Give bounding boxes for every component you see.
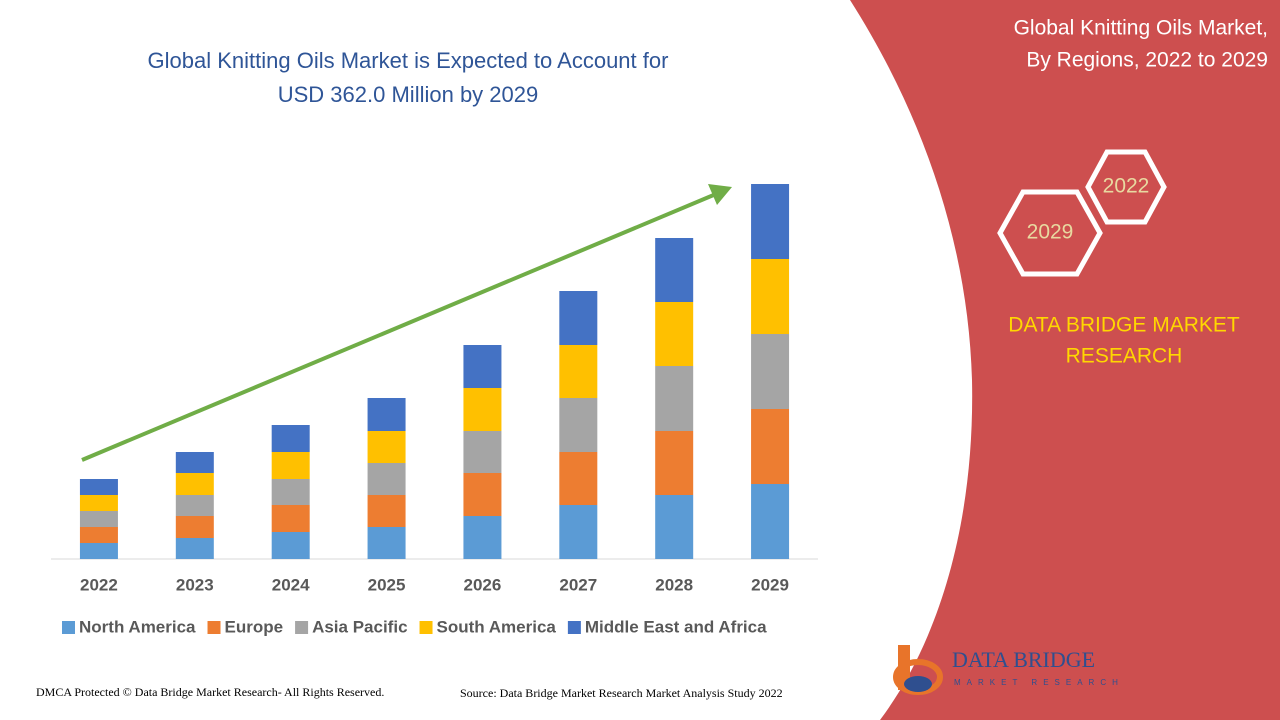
bar-segment	[751, 184, 790, 259]
bar-segment	[79, 527, 118, 543]
bar-segment	[367, 527, 406, 559]
trend-arrow	[81, 192, 717, 462]
bar-segment	[751, 484, 790, 559]
legend-label: South America	[437, 617, 557, 636]
hexagon	[1085, 149, 1167, 225]
bar-segment	[463, 431, 502, 473]
bar-segment	[175, 473, 214, 495]
bar-segment	[463, 473, 502, 516]
chart-title: USD 362.0 Million by 2029	[278, 82, 538, 107]
legend-swatch	[419, 621, 433, 634]
hexagon	[997, 189, 1103, 277]
bar-segment	[79, 479, 118, 495]
legend-swatch	[567, 621, 581, 634]
bar-segment	[751, 259, 790, 334]
bar-segment	[271, 532, 310, 559]
bar-segment	[751, 409, 790, 484]
bar-segment	[559, 291, 598, 345]
x-tick-label: 2028	[655, 575, 693, 594]
footer-right: Source: Data Bridge Market Research Mark…	[460, 686, 783, 700]
bar-segment	[175, 495, 214, 516]
footer-left: DMCA Protected © Data Bridge Market Rese…	[36, 685, 384, 699]
x-tick-label: 2022	[80, 575, 118, 594]
hexagon-label: 2029	[1027, 221, 1074, 244]
brand-text: DATA BRIDGE MARKET	[1008, 314, 1240, 337]
legend-label: Asia Pacific	[312, 617, 407, 636]
arrow-head	[708, 184, 732, 205]
bar-segment	[655, 431, 694, 495]
x-tick-label: 2023	[176, 575, 214, 594]
bar-segment	[559, 398, 598, 452]
bar-segment	[271, 479, 310, 505]
logo-mark	[904, 676, 932, 692]
brand-text: RESEARCH	[1066, 345, 1183, 368]
bar-segment	[463, 516, 502, 559]
legend-swatch	[295, 621, 309, 634]
panel-title: By Regions, 2022 to 2029	[1026, 49, 1268, 72]
bar-segment	[79, 511, 118, 527]
bar-segment	[463, 345, 502, 388]
bar-segment	[559, 505, 598, 559]
bar-segment	[175, 516, 214, 538]
bar-segment	[559, 345, 598, 398]
bar-segment	[655, 238, 694, 302]
legend-label: Middle East and Africa	[585, 617, 767, 636]
legend-swatch	[62, 621, 75, 634]
bar-segment	[463, 388, 502, 431]
bar-segment	[79, 495, 118, 511]
bar-segment	[559, 452, 598, 505]
bar-segment	[175, 538, 214, 559]
bar-segment	[367, 463, 406, 495]
hexagon-label: 2022	[1103, 175, 1150, 198]
x-tick-label: 2024	[272, 575, 310, 594]
bar-segment	[271, 505, 310, 532]
x-tick-label: 2027	[559, 575, 597, 594]
x-tick-label: 2025	[368, 575, 406, 594]
bar-segment	[79, 543, 118, 559]
bar-segment	[367, 398, 406, 431]
legend-swatch	[207, 621, 221, 634]
legend-label: Europe	[225, 617, 284, 636]
legend-label: North America	[79, 617, 196, 636]
x-tick-label: 2029	[751, 575, 789, 594]
bar-segment	[751, 334, 790, 409]
logo-name: DATA BRIDGE	[952, 647, 1095, 672]
panel-title: Global Knitting Oils Market,	[1014, 17, 1268, 40]
bar-segment	[175, 452, 214, 473]
bar-segment	[367, 431, 406, 463]
side-panel	[850, 0, 1280, 720]
logo: DATA BRIDGE MARKET RESEARCH	[893, 645, 1124, 695]
bar-segment	[271, 425, 310, 452]
logo-tagline: MARKET RESEARCH	[954, 678, 1124, 687]
chart-title: Global Knitting Oils Market is Expected …	[148, 48, 669, 73]
bar-segment	[655, 495, 694, 559]
bar-segment	[655, 366, 694, 431]
bar-segment	[367, 495, 406, 527]
bar-segment	[271, 452, 310, 479]
bar-segment	[655, 302, 694, 366]
x-tick-label: 2026	[464, 575, 502, 594]
